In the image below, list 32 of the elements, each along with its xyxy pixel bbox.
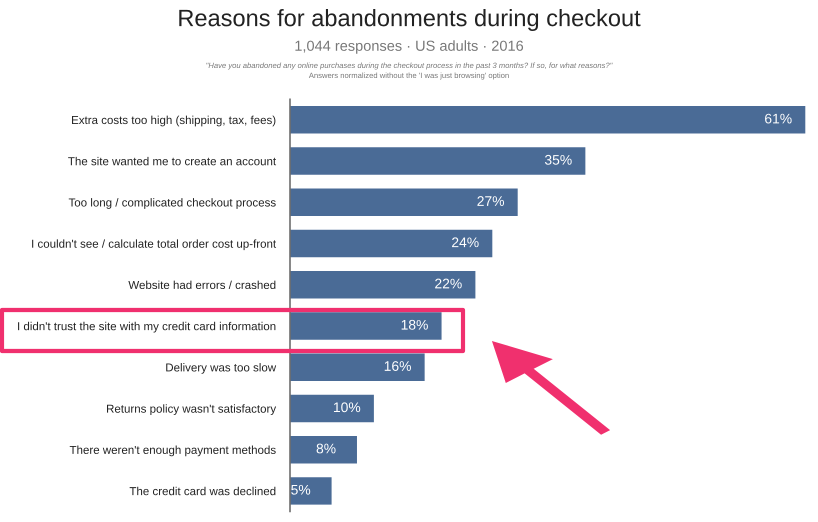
data-label: 35% (544, 154, 572, 165)
bar (290, 270, 477, 300)
chart-subtitle: 1,044 responses · US adults · 2016 (295, 40, 524, 54)
data-label: 27% (477, 196, 504, 206)
bar (290, 352, 426, 382)
data-label: 16% (384, 361, 411, 371)
bar (290, 146, 587, 176)
bar (290, 434, 358, 465)
bar (290, 228, 494, 259)
y-tick-label: There weren't enough payment methods (70, 446, 276, 456)
bar (290, 187, 520, 218)
chart-title: Reasons for abandonments during checkout (179, 8, 641, 32)
y-tick-label: Extra costs too high (shipping, tax, fees) (72, 116, 276, 126)
bar (290, 310, 443, 342)
data-label: 22% (435, 278, 462, 288)
data-label: 8% (316, 444, 336, 454)
data-label: 24% (452, 237, 479, 248)
bar (290, 393, 376, 424)
bar (290, 104, 806, 135)
bar (290, 476, 333, 506)
y-tick-label: The credit card was declined (130, 486, 276, 496)
y-tick-label: Too long / complicated checkout process (68, 198, 276, 209)
data-label: 5% (291, 484, 310, 495)
y-tick-label: Delivery was too slow (166, 363, 276, 374)
y-tick-label: Website had errors / crashed (128, 280, 276, 290)
y-tick-label: Returns policy wasn't satisfactory (107, 404, 276, 416)
y-tick-label: I didn't trust the site with my credit card information (18, 322, 276, 333)
data-label: 10% (334, 402, 360, 412)
y-tick-label: I couldn't see / calculate total order cost up-front (32, 239, 276, 250)
data-label: 18% (402, 320, 428, 330)
y-tick-label: The site wanted me to create an account (68, 156, 276, 166)
data-label: 61% (765, 114, 792, 124)
